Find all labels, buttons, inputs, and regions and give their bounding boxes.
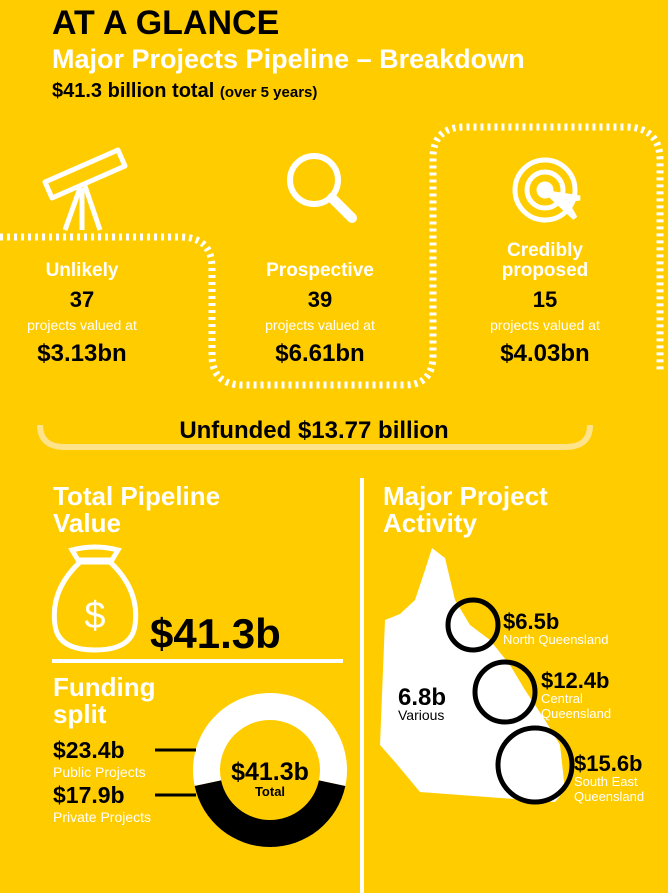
- stage-caption: projects valued at: [27, 317, 137, 333]
- pipeline-title: Total Pipeline: [53, 481, 220, 511]
- title: AT A GLANCE: [52, 4, 279, 42]
- bracket: [37, 424, 593, 450]
- stage-name: Prospective: [266, 260, 374, 281]
- region-name: North Queensland: [503, 632, 609, 647]
- region-name: Central: [541, 691, 583, 706]
- subtitle: Major Projects Pipeline – Breakdown: [52, 44, 525, 74]
- region-name: Queensland: [541, 706, 611, 721]
- magnifier-icon: [287, 153, 357, 223]
- funding-title: Funding: [53, 672, 156, 702]
- region-name: Various: [398, 707, 444, 723]
- total: $41.3 billion total: [52, 80, 214, 102]
- activity-title: Activity: [383, 508, 477, 538]
- donut-total: $41.3b: [231, 758, 309, 786]
- stage-name: proposed: [502, 260, 589, 281]
- pipeline-title: Value: [53, 508, 121, 538]
- region-circles: [445, 597, 575, 805]
- donut-segment: [192, 692, 348, 786]
- region-value: 6.8b: [398, 684, 446, 711]
- stage-caption: projects valued at: [490, 317, 600, 333]
- target-icon: [512, 157, 581, 223]
- region-value: $15.6b: [574, 751, 643, 776]
- funding-name: Private Projects: [53, 809, 151, 825]
- funding-name: Public Projects: [53, 764, 146, 780]
- money-bag-icon: [51, 544, 139, 653]
- stage-value: $4.03bn: [500, 340, 589, 367]
- total-note: (over 5 years): [220, 84, 318, 101]
- telescope-icon: [42, 147, 128, 231]
- stage-count: 37: [70, 287, 94, 312]
- unfunded: Unfunded $13.77 billion: [179, 417, 448, 444]
- stage-value: $6.61bn: [275, 340, 364, 367]
- stage-count: 39: [308, 287, 332, 312]
- region-value: $6.5b: [503, 609, 559, 634]
- funding-amount: $23.4b: [53, 737, 125, 763]
- dollar-sign: $: [84, 595, 105, 637]
- stage-value: $3.13bn: [37, 340, 126, 367]
- activity-title: Major Project: [383, 481, 548, 511]
- stage-name: Credibly: [507, 240, 583, 261]
- total-line: $41.3 billion total (over 5 years): [52, 80, 317, 102]
- pipeline-value: $41.3b: [150, 610, 281, 657]
- funding-title: split: [53, 699, 107, 729]
- funding-amount: $17.9b: [53, 782, 125, 808]
- stage-caption: projects valued at: [265, 317, 375, 333]
- region-name: Queensland: [574, 789, 644, 804]
- donut-caption: Total: [255, 784, 285, 799]
- donut-segment: [194, 780, 346, 847]
- stage-count: 15: [533, 287, 557, 312]
- region-name: South East: [574, 774, 638, 789]
- region-value: $12.4b: [541, 668, 610, 693]
- dotted-path: [0, 123, 664, 389]
- stage-name: Unlikely: [46, 260, 119, 281]
- queensland-map: [380, 548, 565, 802]
